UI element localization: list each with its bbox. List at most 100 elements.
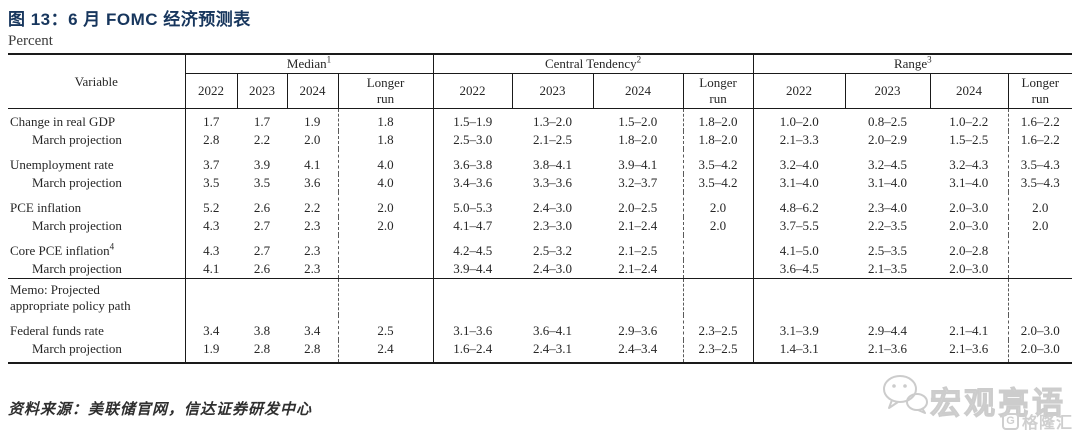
fomc-projections-table: Variable Median1 Central Tendency2 Range3 … xyxy=(8,53,1073,364)
table-cell: 3.8–4.1 xyxy=(533,157,573,172)
table-cell xyxy=(337,278,434,315)
table-cell: 4.2–4.5 xyxy=(432,235,513,260)
table-cell: 1.6–2.4 xyxy=(432,340,513,363)
table-cell: 0.8–2.5 xyxy=(868,114,908,129)
table-cell: 3.1–4.0 xyxy=(949,175,989,190)
table-cell: 1.5–2.0 xyxy=(618,114,658,129)
table-cell: 3.4 xyxy=(304,323,321,338)
year-header: 2022 xyxy=(752,73,846,109)
table-cell: 3.7–5.5 xyxy=(752,217,846,235)
table-cell: 1.3–2.0 xyxy=(533,114,573,129)
table-cell: 2.6 xyxy=(253,200,271,215)
table-cell: 2.8 xyxy=(304,341,321,356)
table-cell xyxy=(1007,278,1073,315)
table-cell xyxy=(337,260,434,279)
table-cell: 2.3 xyxy=(304,243,321,258)
table-cell: 1.8–2.0 xyxy=(682,131,754,149)
table-cell: 1.6–2.2 xyxy=(1007,131,1073,149)
table-cell xyxy=(512,278,594,315)
table-cell: 2.5–3.2 xyxy=(533,243,573,258)
table-cell: 2.4–3.4 xyxy=(618,341,658,356)
row-label: March projection xyxy=(32,175,122,190)
table-cell: 1.0–2.2 xyxy=(949,114,989,129)
row-label: Memo: Projected appropriate policy path xyxy=(8,278,185,315)
table-cell: 1.4–3.1 xyxy=(752,340,846,363)
table-cell xyxy=(337,235,434,260)
group-header: Median1 xyxy=(184,54,434,74)
year-header: 2023 xyxy=(844,73,931,109)
table-cell: 3.5–4.3 xyxy=(1007,174,1073,192)
table-cell: 3.6–4.5 xyxy=(752,260,846,279)
table-body: Change in real GDP 1.7 1.7 1.9 1.8 1.5–1.9 1.3… xyxy=(8,108,1073,363)
row-label: PCE inflation xyxy=(10,200,82,215)
table-group-row: Variable Median1 Central Tendency2 Range3 xyxy=(8,54,1073,109)
table-cell: 2.0–3.0 xyxy=(1007,315,1073,340)
table-cell xyxy=(752,278,846,315)
table-cell: 2.1–3.5 xyxy=(868,261,908,276)
table-cell: 2.0–2.5 xyxy=(618,200,658,215)
table-cell: 1.7 xyxy=(253,114,271,129)
year-header: 2024 xyxy=(286,73,338,109)
table-row: Core PCE inflation4 4.3 2.7 2.3 4.2–4.5 2.5–3… xyxy=(8,235,1073,260)
watermark-brand: G 格隆汇 xyxy=(1002,409,1073,433)
table-cell: 3.2–4.0 xyxy=(752,149,846,174)
table-cell: 3.5–4.3 xyxy=(1007,149,1073,174)
table-cell: 2.0–3.0 xyxy=(1007,340,1073,363)
table-cell: 3.1–4.0 xyxy=(868,175,908,190)
table-cell: 2.1–3.6 xyxy=(949,341,989,356)
table-row: Change in real GDP 1.7 1.7 1.9 1.8 1.5–1.9 1.3… xyxy=(8,108,1073,131)
table-row: March projection 2.8 2.2 2.0 1.8 2.5–3.0 2.1–2… xyxy=(8,131,1073,149)
table-cell: 5.2 xyxy=(184,192,237,217)
year-header: 2023 xyxy=(511,73,594,109)
group-header: Central Tendency2 xyxy=(432,54,754,74)
table-cell: 2.0–2.8 xyxy=(949,243,989,258)
table-cell: 2.0 xyxy=(1007,217,1073,235)
table-cell: 2.1–3.3 xyxy=(752,131,846,149)
table-cell: 4.0 xyxy=(337,174,434,192)
table-cell: 3.4–3.6 xyxy=(432,174,513,192)
table-cell: 2.4–3.0 xyxy=(533,200,573,215)
table-cell: 3.5–4.2 xyxy=(682,174,754,192)
table-cell: 3.9–4.1 xyxy=(618,157,658,172)
table-cell: 4.1 xyxy=(304,157,321,172)
row-label: Core PCE inflation4 xyxy=(10,241,115,258)
table-cell xyxy=(184,278,237,315)
row-label: March projection xyxy=(32,261,122,276)
table-cell: 2.2–3.5 xyxy=(868,218,908,233)
unit-label: Percent xyxy=(8,33,53,49)
table-cell: 4.1–4.7 xyxy=(432,217,513,235)
table-cell: 1.8 xyxy=(337,108,434,131)
table-row: Unemployment rate 3.7 3.9 4.1 4.0 3.6–3.8 3.8–… xyxy=(8,149,1073,174)
table-cell xyxy=(432,278,513,315)
table-cell: 2.5–3.0 xyxy=(432,131,513,149)
table-cell: 2.9–3.6 xyxy=(618,323,658,338)
row-label: March projection xyxy=(32,218,122,233)
table-row: Memo: Projected appropriate policy path xyxy=(8,278,1073,315)
table-cell: 2.9–4.4 xyxy=(868,323,908,338)
table-cell xyxy=(237,278,287,315)
table-cell: 3.5 xyxy=(184,174,237,192)
table-cell: 3.1–3.6 xyxy=(432,315,513,340)
table-cell: 3.3–3.6 xyxy=(533,175,573,190)
table-cell: 2.3–4.0 xyxy=(868,200,908,215)
table-cell xyxy=(682,278,754,315)
table-cell: 2.3–2.5 xyxy=(682,340,754,363)
table-cell xyxy=(1007,235,1073,260)
table-cell: 2.1–2.5 xyxy=(618,243,658,258)
watermark-brand-name: 格隆汇 xyxy=(1022,415,1074,432)
table-cell: 2.0–3.0 xyxy=(949,261,989,276)
table-cell: 3.2–4.5 xyxy=(868,157,908,172)
table-cell: 3.6–3.8 xyxy=(432,149,513,174)
table-cell: 2.2 xyxy=(253,132,271,147)
table-year-row: 2022 2023 2024 Longer run 2022 2023 2024 Longer… xyxy=(8,73,1073,109)
table-cell: 2.0–2.9 xyxy=(868,132,908,147)
variable-column-header: Variable xyxy=(8,54,185,109)
table-cell: 2.6 xyxy=(253,261,271,276)
table-row: March projection 4.3 2.7 2.3 2.0 4.1–4.7 2.3–3… xyxy=(8,217,1073,235)
table-cell: 1.9 xyxy=(304,114,321,129)
table-cell: 1.6–2.2 xyxy=(1007,108,1073,131)
table-cell: 3.4 xyxy=(184,315,237,340)
table-cell: 2.5–3.5 xyxy=(868,243,908,258)
table-cell xyxy=(845,278,931,315)
table-cell: 3.5–4.2 xyxy=(682,149,754,174)
